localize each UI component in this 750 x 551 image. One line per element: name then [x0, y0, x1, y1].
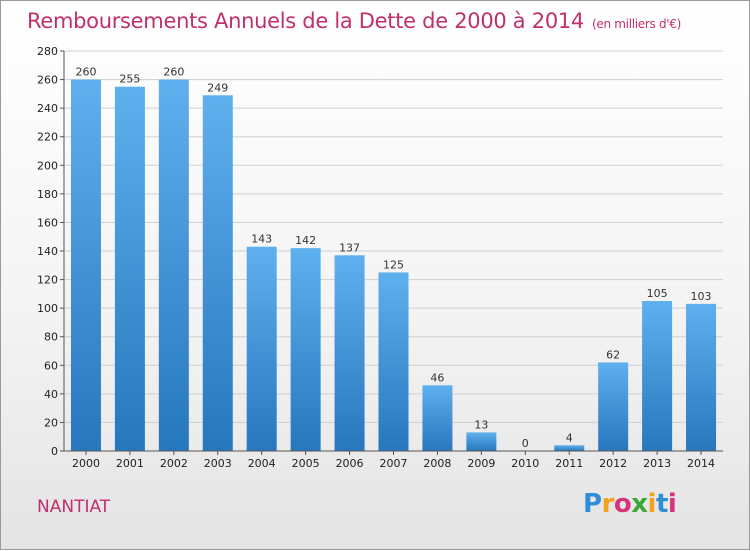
- commune-name: NANTIAT: [37, 497, 111, 517]
- x-tick-label-2009: 2009: [467, 457, 495, 470]
- x-tick-label-2003: 2003: [204, 457, 232, 470]
- bar-2000: [70, 79, 101, 452]
- chart-title: Remboursements Annuels de la Dette de 20…: [27, 9, 681, 33]
- y-tick-label: 100: [37, 302, 58, 315]
- bar-2009: [466, 432, 497, 451]
- x-tick-label-2012: 2012: [599, 457, 627, 470]
- x-tick-label-2005: 2005: [292, 457, 320, 470]
- bar-2008: [422, 385, 453, 451]
- bar-2013: [642, 301, 673, 451]
- bar-2003: [202, 95, 233, 452]
- bar-2004: [246, 246, 277, 451]
- data-label-2003: 249: [207, 81, 228, 94]
- x-tick-label-2013: 2013: [643, 457, 671, 470]
- y-tick-label: 220: [37, 131, 58, 144]
- bar-2005: [290, 248, 321, 451]
- data-label-2013: 105: [647, 287, 668, 300]
- data-label-2001: 255: [119, 73, 140, 86]
- y-tick-label: 80: [44, 331, 58, 344]
- proxiti-logo: Proxiti: [583, 489, 677, 519]
- y-tick-label: 120: [37, 274, 58, 287]
- chart-unit: (en milliers d'€): [592, 17, 682, 31]
- data-label-2000: 260: [75, 66, 96, 79]
- data-label-2010: 0: [522, 437, 529, 450]
- x-tick-label-2011: 2011: [555, 457, 583, 470]
- bar-2006: [334, 255, 365, 451]
- data-label-2008: 46: [430, 371, 444, 384]
- data-label-2002: 260: [163, 66, 184, 79]
- y-tick-label: 140: [37, 245, 58, 258]
- y-tick-label: 60: [44, 359, 58, 372]
- x-tick-label-2014: 2014: [687, 457, 715, 470]
- x-tick-label-2001: 2001: [116, 457, 144, 470]
- data-label-2007: 125: [383, 258, 404, 271]
- y-tick-label: 280: [37, 45, 58, 58]
- bars: [70, 79, 717, 452]
- x-tick-label-2006: 2006: [336, 457, 364, 470]
- y-tick-label: 40: [44, 388, 58, 401]
- chart-title-text: Remboursements Annuels de la Dette de 20…: [27, 9, 584, 33]
- data-label-2006: 137: [339, 241, 360, 254]
- data-label-2004: 143: [251, 233, 272, 246]
- data-label-2011: 4: [566, 431, 573, 444]
- y-tick-label: 180: [37, 188, 58, 201]
- data-label-2009: 13: [474, 418, 488, 431]
- data-label-2014: 103: [691, 290, 712, 303]
- y-tick-label: 20: [44, 416, 58, 429]
- x-tick-label-2007: 2007: [380, 457, 408, 470]
- x-tick-label-2004: 2004: [248, 457, 276, 470]
- y-tick-label: 240: [37, 102, 58, 115]
- bar-2002: [158, 79, 189, 452]
- y-tick-label: 200: [37, 159, 58, 172]
- bar-2001: [114, 86, 145, 451]
- y-tick-label: 160: [37, 216, 58, 229]
- data-label-2012: 62: [606, 348, 620, 361]
- x-tick-label-2010: 2010: [511, 457, 539, 470]
- bar-2011: [554, 445, 585, 451]
- data-label-2005: 142: [295, 234, 316, 247]
- bar-2007: [378, 272, 409, 451]
- labels: 260 2000 255 2001 260 2002 249 2003 143 2004 142 20…: [72, 66, 715, 470]
- bar-2014: [686, 303, 717, 451]
- y-tick-label: 260: [37, 74, 58, 87]
- x-tick-label-2008: 2008: [423, 457, 451, 470]
- x-tick-label-2002: 2002: [160, 457, 188, 470]
- bar-2012: [598, 362, 629, 451]
- y-tick-label: 0: [51, 445, 58, 458]
- x-tick-label-2000: 2000: [72, 457, 100, 470]
